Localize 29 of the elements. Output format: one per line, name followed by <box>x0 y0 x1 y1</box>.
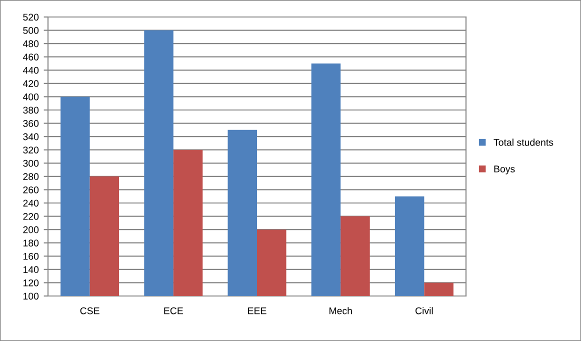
y-tick-label: 480 <box>22 40 39 48</box>
y-tick-label: 500 <box>23 27 39 34</box>
y-tick-label: 200 <box>23 226 39 234</box>
x-tick-label: CSE <box>80 307 100 314</box>
y-tick-label: 520 <box>23 14 39 21</box>
y-tick-label: 420 <box>22 80 39 88</box>
y-tick-label: 400 <box>22 93 39 100</box>
x-tick-label: Mech <box>330 307 352 314</box>
y-tick-label: 360 <box>23 120 39 127</box>
y-tick-label: 320 <box>23 146 39 154</box>
y-tick-label: 460 <box>22 54 39 60</box>
y-tick-label: 440 <box>22 66 39 74</box>
legend-label: Boys <box>494 166 515 174</box>
y-tick-label: 260 <box>23 186 39 194</box>
y-tick-label: 340 <box>23 133 39 140</box>
y-tick-label: 240 <box>23 200 39 207</box>
y-tick-label: 300 <box>23 160 39 167</box>
x-tick-label: Civil <box>416 307 433 314</box>
y-tick-label: 180 <box>23 240 39 246</box>
legend-label: Total students <box>494 138 554 146</box>
y-tick-label: 140 <box>23 266 39 274</box>
y-tick-label: 100 <box>23 292 39 300</box>
y-tick-label: 120 <box>23 279 39 286</box>
x-tick-label: ECE <box>164 307 183 314</box>
y-tick-label: 280 <box>23 173 39 180</box>
y-tick-label: 160 <box>23 252 39 260</box>
x-tick-label: EEE <box>248 307 266 314</box>
y-tick-label: 220 <box>23 213 39 220</box>
y-tick-label: 380 <box>23 106 39 114</box>
